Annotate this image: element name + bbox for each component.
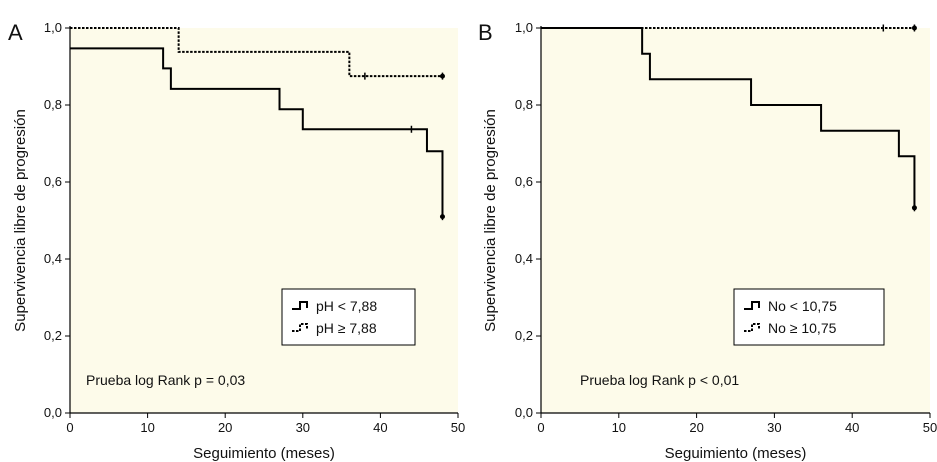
legend-box xyxy=(733,288,885,346)
series-line-2 xyxy=(70,27,443,78)
x-tick-label: 30 xyxy=(767,420,781,435)
y-axis-label: Supervivencia libre de progresión xyxy=(482,109,499,332)
legend-swatch-2 xyxy=(744,323,760,332)
x-axis-label: Seguimiento (meses) xyxy=(193,445,335,462)
y-tick-label: 0,2 xyxy=(515,328,533,343)
x-tick-label: 20 xyxy=(689,420,703,435)
plot-background xyxy=(541,28,930,413)
series-line-1 xyxy=(70,47,444,217)
y-tick-label: 1,0 xyxy=(44,20,62,35)
censor-dot xyxy=(911,25,917,31)
x-tick-label: 0 xyxy=(66,420,73,435)
legend-box xyxy=(281,288,416,346)
y-tick-label: 0,8 xyxy=(515,97,533,112)
chart-panel-b: 0 10 20 30 40 50 0,0 0,2 0,4 0,6 0,8 1,0 B Seguimient… xyxy=(478,20,937,462)
y-axis-label: Supervivencia libre de progresión xyxy=(12,109,29,332)
legend-swatch-2 xyxy=(292,323,308,332)
logrank-annotation: Prueba log Rank p < 0,01 xyxy=(580,372,739,388)
x-tick-label: 20 xyxy=(218,420,232,435)
legend-label-1: No < 10,75 xyxy=(768,298,837,314)
panel-label: A xyxy=(8,20,23,45)
plot-background xyxy=(70,28,458,413)
legend-label-2: No ≥ 10,75 xyxy=(768,320,837,336)
legend-swatch-1 xyxy=(292,301,308,310)
logrank-annotation: Prueba log Rank p = 0,03 xyxy=(86,372,245,388)
censor-dot xyxy=(439,214,445,220)
x-tick-label: 0 xyxy=(537,420,544,435)
x-tick-label: 40 xyxy=(373,420,387,435)
legend-swatch-1 xyxy=(744,301,760,310)
y-tick-label: 0,8 xyxy=(44,97,62,112)
x-tick-label: 10 xyxy=(612,420,626,435)
series-line-1 xyxy=(541,27,916,208)
x-tick-label: 10 xyxy=(140,420,154,435)
panel-label: B xyxy=(478,20,493,45)
y-tick-label: 0,6 xyxy=(44,174,62,189)
legend-label-1: pH < 7,88 xyxy=(316,298,377,314)
legend-label-2: pH ≥ 7,88 xyxy=(316,320,377,336)
y-tick-label: 0,4 xyxy=(44,251,62,266)
y-tick-label: 0,0 xyxy=(44,405,62,420)
y-tick-label: 0,2 xyxy=(44,328,62,343)
x-tick-label: 30 xyxy=(296,420,310,435)
x-tick-label: 40 xyxy=(845,420,859,435)
y-tick-label: 1,0 xyxy=(515,20,533,35)
x-tick-label: 50 xyxy=(451,420,465,435)
y-tick-label: 0,4 xyxy=(515,251,533,266)
censor-dot xyxy=(439,73,445,79)
y-tick-label: 0,0 xyxy=(515,405,533,420)
censor-dot xyxy=(911,205,917,211)
y-tick-label: 0,6 xyxy=(515,174,533,189)
chart-panel-a: 0 10 20 30 40 50 0,0 0,2 0,4 0,6 0,8 1,0 A Seguimient… xyxy=(8,20,465,462)
x-tick-label: 50 xyxy=(923,420,937,435)
x-axis-label: Seguimiento (meses) xyxy=(665,445,807,462)
